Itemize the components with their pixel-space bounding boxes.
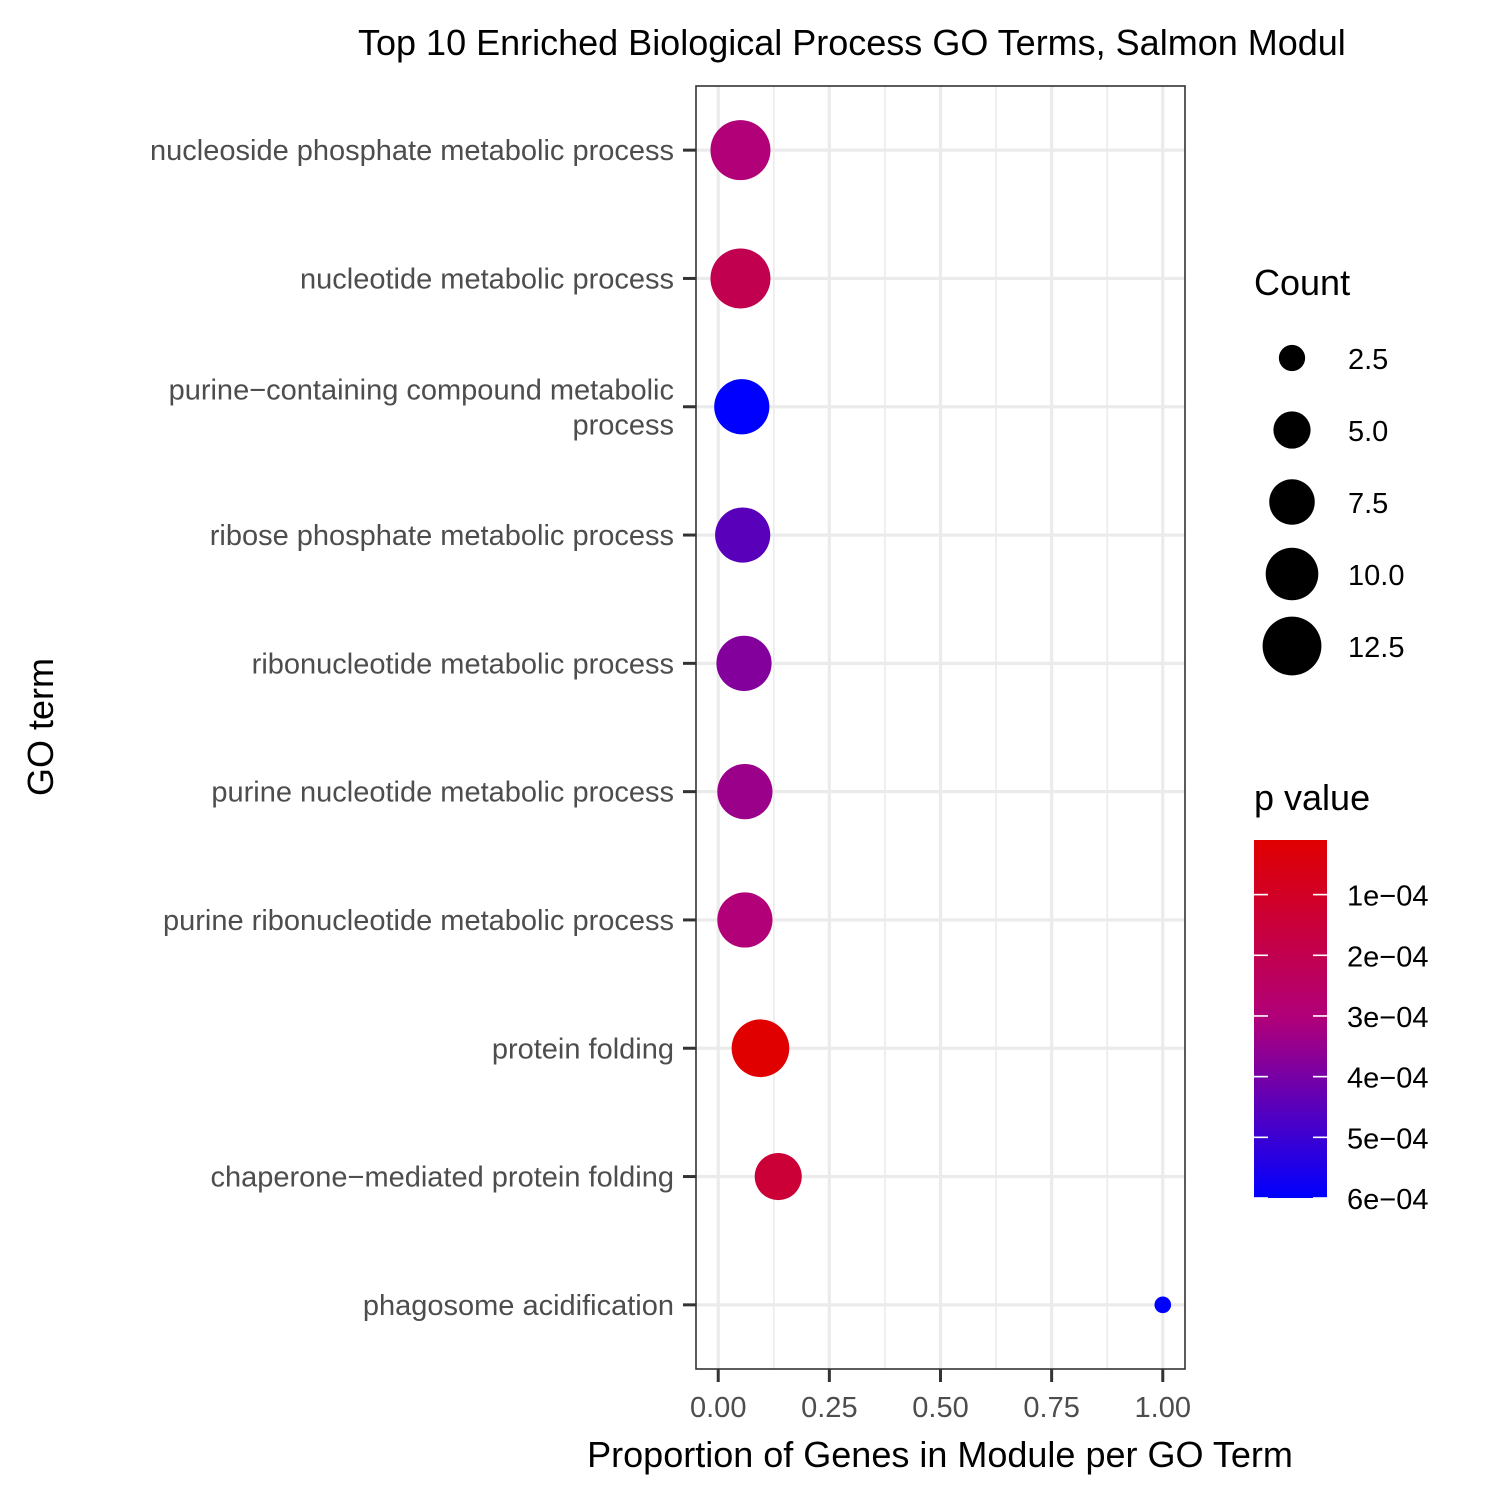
count-size-legend: Count 2.5 5.0 7.5 10.0 12.5 [1254, 262, 1404, 676]
data-points [710, 120, 1172, 1314]
y-tick-label: nucleoside phosphate metabolic process [150, 135, 674, 167]
p-value-legend-label: 3e−04 [1347, 1002, 1428, 1034]
count-legend-key [1278, 344, 1306, 372]
count-legend-label: 12.5 [1348, 632, 1404, 664]
count-legend-key [1273, 411, 1311, 449]
y-tick-label: phagosome acidification [363, 1290, 674, 1322]
count-legend-label: 10.0 [1348, 560, 1404, 592]
count-legend-key [1265, 547, 1319, 601]
y-axis: nucleoside phosphate metabolic process nu… [150, 135, 696, 1322]
y-axis-title: GO term [20, 658, 61, 796]
data-point [731, 1019, 790, 1078]
count-legend-label: 2.5 [1348, 344, 1388, 376]
data-point [716, 635, 772, 691]
count-legend-title: Count [1254, 262, 1350, 303]
data-point [717, 764, 773, 820]
p-value-legend-label: 4e−04 [1347, 1063, 1428, 1095]
p-value-legend-label: 2e−04 [1347, 941, 1428, 973]
y-tick-label: purine ribonucleotide metabolic process [163, 905, 674, 937]
data-point [714, 379, 770, 435]
p-value-legend-label: 5e−04 [1347, 1123, 1428, 1155]
data-point [710, 248, 771, 309]
p-value-legend-label: 6e−04 [1347, 1184, 1428, 1216]
x-tick-label: 0.25 [801, 1392, 857, 1424]
count-legend-label: 7.5 [1348, 488, 1388, 520]
x-axis: 0.00 0.25 0.50 0.75 1.00 [690, 1369, 1191, 1424]
p-value-color-legend: p value 1e−04 2e−04 3e−04 4e−04 5e−04 6e−04 [1254, 777, 1428, 1216]
p-value-colorbar [1254, 840, 1327, 1198]
data-point [717, 892, 773, 948]
y-tick-label: purine−containing compound metabolic [169, 374, 674, 406]
chart-title: Top 10 Enriched Biological Process GO Te… [358, 22, 1346, 63]
p-value-legend-label: 1e−04 [1347, 881, 1428, 913]
x-tick-label: 0.00 [690, 1392, 746, 1424]
count-legend-label: 5.0 [1348, 416, 1388, 448]
y-tick-label: process [572, 409, 674, 441]
data-point [715, 507, 771, 563]
grid-lines [696, 86, 1185, 1369]
p-value-legend-title: p value [1254, 777, 1370, 818]
y-tick-label: ribonucleotide metabolic process [252, 648, 674, 680]
y-tick-label: ribose phosphate metabolic process [210, 520, 674, 552]
y-tick-label: protein folding [492, 1033, 674, 1065]
data-point [710, 120, 771, 181]
x-tick-label: 1.00 [1135, 1392, 1191, 1424]
count-legend-key [1269, 479, 1315, 525]
x-axis-title: Proportion of Genes in Module per GO Ter… [587, 1434, 1293, 1475]
count-legend-key [1262, 616, 1322, 676]
y-tick-label: chaperone−mediated protein folding [210, 1162, 674, 1194]
data-point [1154, 1296, 1172, 1314]
x-tick-label: 0.75 [1023, 1392, 1079, 1424]
data-point [754, 1153, 802, 1201]
x-tick-label: 0.50 [912, 1392, 968, 1424]
y-tick-label: nucleotide metabolic process [300, 263, 674, 295]
y-tick-label: purine nucleotide metabolic process [211, 777, 674, 809]
